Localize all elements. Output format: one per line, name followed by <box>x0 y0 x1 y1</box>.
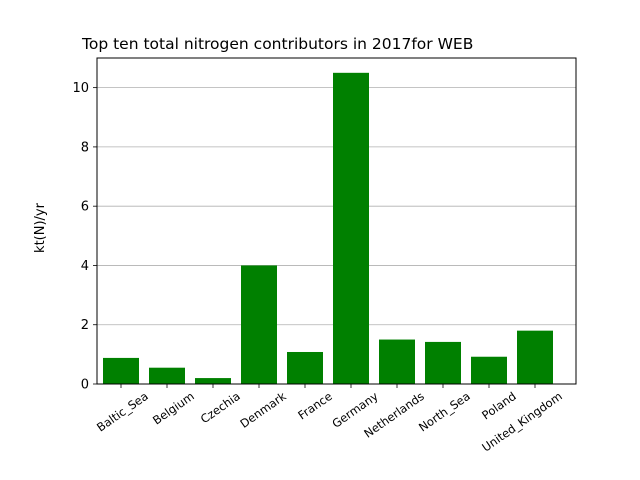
bars <box>103 72 553 385</box>
y-axis-label: kt(N)/yr <box>33 202 48 253</box>
y-tick-label: 2 <box>81 318 89 333</box>
bar-france <box>287 351 323 384</box>
bar-germany <box>333 72 369 385</box>
x-tick-label: France <box>295 389 334 422</box>
x-tick-label: Denmark <box>237 389 289 431</box>
x-tick-label: Czechia <box>198 389 243 426</box>
x-tick-label: Poland <box>479 389 518 422</box>
y-tick-label: 6 <box>81 200 89 215</box>
y-tick-label: 0 <box>81 378 89 393</box>
bar-czechia <box>195 378 231 384</box>
x-tick-label: United_Kingdom <box>479 389 564 455</box>
bar-denmark <box>241 265 277 384</box>
bar-north-sea <box>425 341 461 384</box>
bar-poland <box>471 356 507 384</box>
bar-united-kingdom <box>517 330 553 384</box>
y-tick-label: 10 <box>72 81 89 96</box>
y-axis-ticks: 0 2 4 6 8 10 <box>72 81 97 393</box>
plot-frame <box>96 57 577 385</box>
bar-netherlands <box>379 339 415 384</box>
bar-belgium <box>149 367 185 384</box>
x-tick-label: Baltic_Sea <box>94 389 151 435</box>
x-tick-label: North_Sea <box>416 389 473 435</box>
x-tick-label: Belgium <box>150 389 197 428</box>
chart-title: Top ten total nitrogen contributors in 2… <box>81 35 473 53</box>
bar-baltic-sea <box>103 357 139 384</box>
y-tick-label: 8 <box>81 140 89 155</box>
y-tick-label: 4 <box>81 259 89 274</box>
